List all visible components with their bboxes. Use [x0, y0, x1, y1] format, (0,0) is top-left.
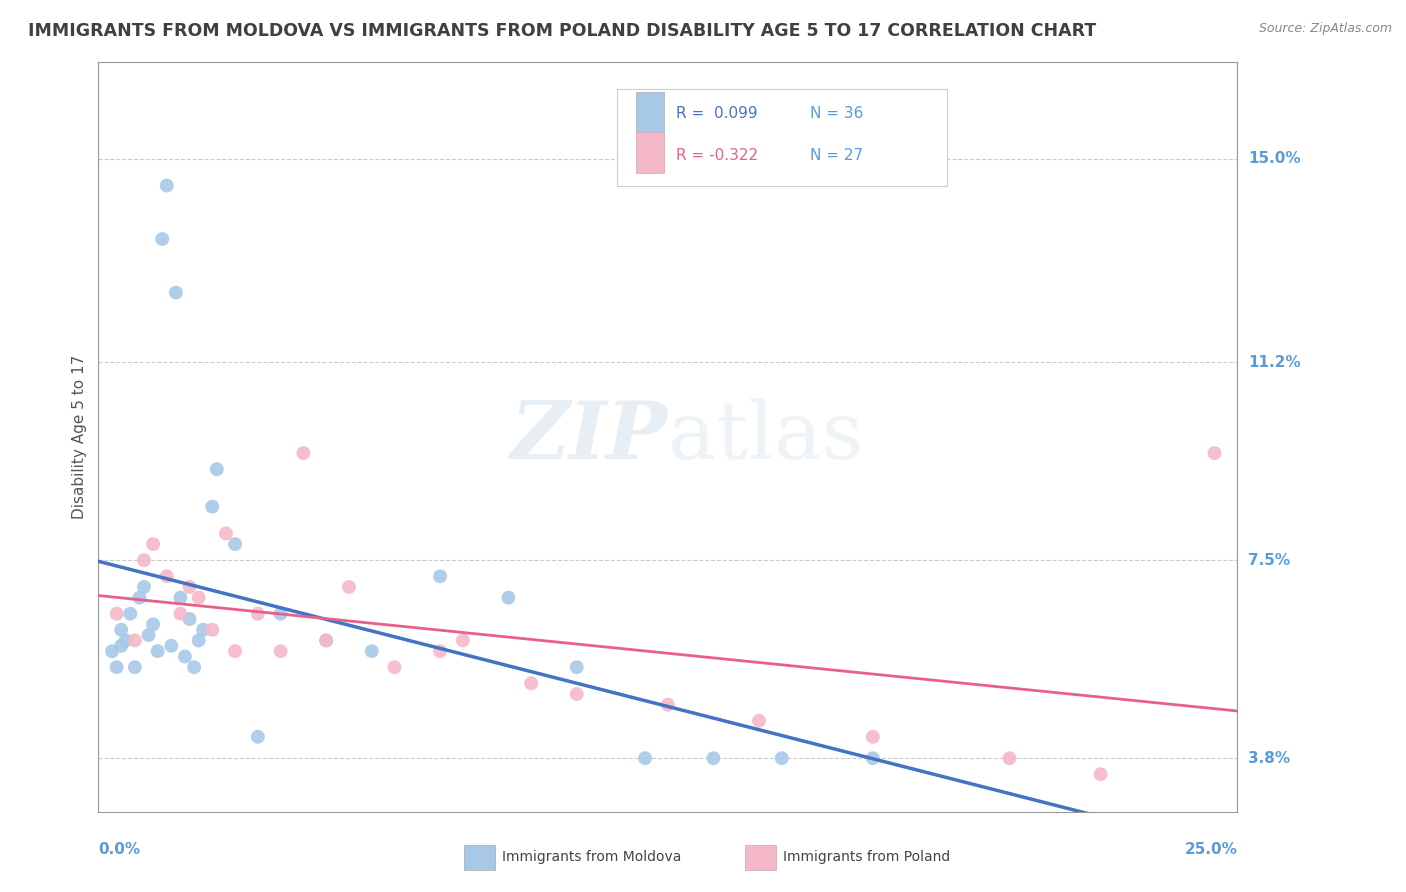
Point: [634, 751, 657, 765]
Point: [315, 633, 337, 648]
Point: [187, 591, 209, 605]
Point: [105, 607, 128, 621]
Point: [224, 644, 246, 658]
Point: [451, 633, 474, 648]
Text: R =  0.099: R = 0.099: [676, 106, 758, 121]
Text: atlas: atlas: [668, 398, 863, 476]
Point: [520, 676, 543, 690]
Text: 7.5%: 7.5%: [1249, 553, 1291, 567]
Point: [246, 607, 269, 621]
Point: [193, 623, 215, 637]
Text: Immigrants from Moldova: Immigrants from Moldova: [502, 850, 682, 864]
Point: [429, 569, 451, 583]
Point: [337, 580, 360, 594]
Point: [224, 537, 246, 551]
Point: [429, 644, 451, 658]
Point: [160, 639, 183, 653]
Point: [132, 580, 155, 594]
Point: [110, 623, 132, 637]
Text: 0.0%: 0.0%: [98, 842, 141, 857]
Point: [142, 537, 165, 551]
Point: [770, 751, 793, 765]
Text: Source: ZipAtlas.com: Source: ZipAtlas.com: [1258, 22, 1392, 36]
Point: [498, 591, 520, 605]
Point: [132, 553, 155, 567]
Point: [360, 644, 382, 658]
FancyBboxPatch shape: [617, 88, 946, 186]
Point: [183, 660, 205, 674]
Point: [315, 633, 337, 648]
Point: [702, 751, 724, 765]
Point: [138, 628, 160, 642]
Point: [124, 633, 146, 648]
Text: IMMIGRANTS FROM MOLDOVA VS IMMIGRANTS FROM POLAND DISABILITY AGE 5 TO 17 CORRELA: IMMIGRANTS FROM MOLDOVA VS IMMIGRANTS FR…: [28, 22, 1097, 40]
Point: [114, 633, 136, 648]
Text: N = 27: N = 27: [810, 148, 863, 163]
Point: [657, 698, 679, 712]
Bar: [636, 132, 665, 173]
Point: [1090, 767, 1112, 781]
Point: [862, 730, 884, 744]
Point: [142, 617, 165, 632]
Point: [105, 660, 128, 674]
Point: [101, 644, 124, 658]
Point: [246, 730, 269, 744]
Bar: [636, 92, 665, 133]
Point: [748, 714, 770, 728]
Text: 11.2%: 11.2%: [1249, 355, 1301, 369]
Point: [156, 178, 179, 193]
Point: [165, 285, 187, 300]
Point: [565, 687, 588, 701]
Point: [110, 639, 132, 653]
Point: [292, 446, 315, 460]
Point: [384, 660, 406, 674]
Point: [128, 591, 150, 605]
Point: [862, 751, 884, 765]
Point: [270, 607, 292, 621]
Text: ZIP: ZIP: [510, 399, 668, 475]
Point: [215, 526, 238, 541]
Point: [201, 500, 224, 514]
Point: [120, 607, 142, 621]
Point: [998, 751, 1021, 765]
Text: 3.8%: 3.8%: [1249, 751, 1291, 765]
Point: [169, 591, 191, 605]
Point: [169, 607, 191, 621]
Y-axis label: Disability Age 5 to 17: Disability Age 5 to 17: [72, 355, 87, 519]
Point: [156, 569, 179, 583]
Point: [205, 462, 228, 476]
Text: N = 36: N = 36: [810, 106, 863, 121]
Point: [150, 232, 173, 246]
Point: [174, 649, 197, 664]
Point: [201, 623, 224, 637]
Point: [179, 612, 201, 626]
Point: [565, 660, 588, 674]
Point: [124, 660, 146, 674]
Point: [146, 644, 169, 658]
Text: R = -0.322: R = -0.322: [676, 148, 758, 163]
Point: [270, 644, 292, 658]
Text: 15.0%: 15.0%: [1249, 152, 1301, 166]
Text: 25.0%: 25.0%: [1184, 842, 1237, 857]
Point: [187, 633, 209, 648]
Text: Immigrants from Poland: Immigrants from Poland: [783, 850, 950, 864]
Point: [179, 580, 201, 594]
Point: [1204, 446, 1226, 460]
